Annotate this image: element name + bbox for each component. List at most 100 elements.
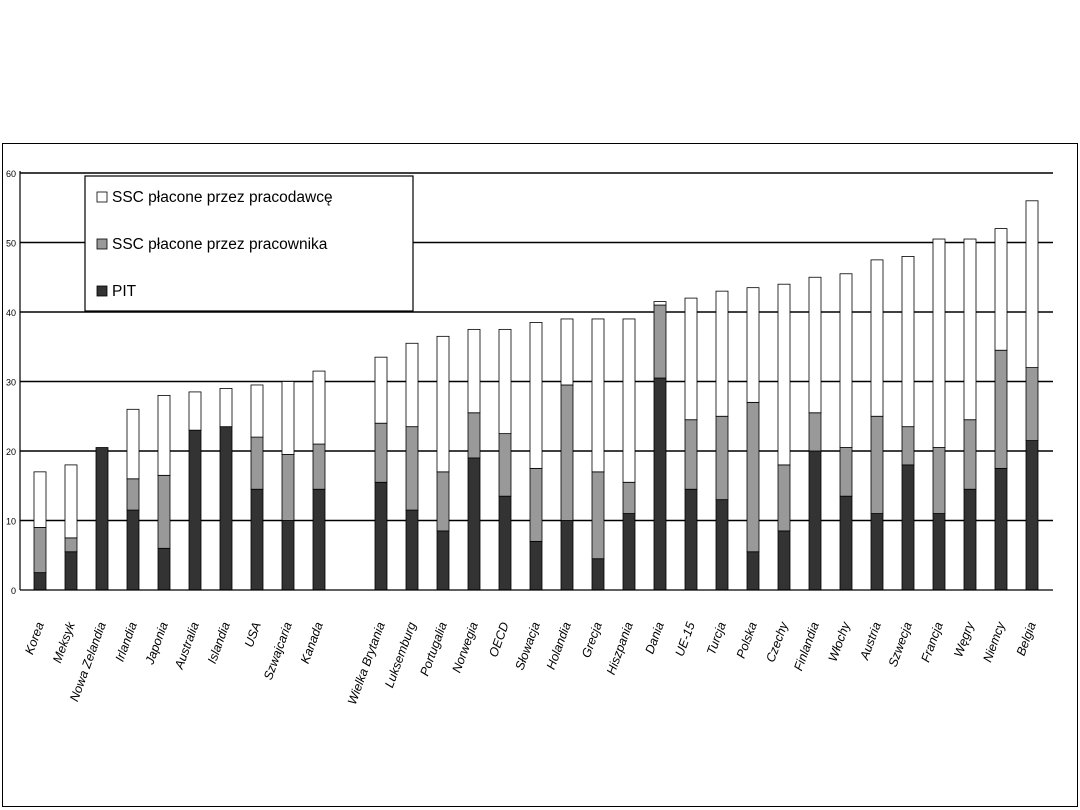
- x-tick-label: Wielka Brytania: [345, 620, 388, 706]
- bar-pit-2: [95, 447, 109, 591]
- bar-ssc-employee-30: [994, 349, 1008, 469]
- x-tick-label: Finlandia: [791, 620, 822, 673]
- x-tick-label: Irlandia: [113, 620, 140, 663]
- x-tick-label: OECD: [486, 620, 512, 659]
- bar-pit-7: [250, 488, 264, 591]
- bar-ssc-employee-9: [312, 443, 326, 490]
- x-tick-label: Japonia: [142, 620, 170, 667]
- bar-ssc-employer-27: [901, 256, 915, 428]
- bar-ssc-employer-21: [715, 290, 729, 417]
- bar-ssc-employee-31: [1025, 367, 1039, 441]
- x-tick-label: Francja: [918, 620, 945, 664]
- bar-pit-13: [467, 457, 481, 591]
- legend-box: [84, 175, 414, 312]
- bar-pit-18: [622, 513, 636, 591]
- bar-ssc-employer-26: [870, 259, 884, 417]
- x-tick-label: Niemcy: [980, 620, 1008, 665]
- bar-ssc-employer-31: [1025, 200, 1039, 369]
- bar-pit-22: [746, 551, 760, 591]
- bar-ssc-employer-12: [436, 335, 450, 473]
- bar-ssc-employee-12: [436, 471, 450, 532]
- y-tick-label: 50: [6, 239, 16, 249]
- x-tick-label: Czechy: [763, 620, 791, 665]
- bar-pit-3: [126, 509, 140, 591]
- bar-ssc-employer-20: [684, 297, 698, 421]
- bar-ssc-employee-16: [560, 384, 574, 521]
- legend: SSC płacone przez pracodawcę SSC płacone …: [84, 175, 414, 312]
- legend-item-employer-label: SSC płacone przez pracodawcę: [112, 189, 333, 206]
- x-tick-label: Islandia: [205, 620, 233, 665]
- bar-pit-19: [653, 377, 667, 591]
- x-tick-label: Polska: [734, 620, 760, 660]
- bar-pit-9: [312, 488, 326, 591]
- bar-ssc-employee-24: [808, 412, 822, 452]
- bar-ssc-employee-8: [281, 454, 295, 521]
- bar-ssc-employer-10: [374, 356, 388, 424]
- bar-ssc-employer-16: [560, 318, 574, 386]
- legend-item-pit-label: PIT: [112, 283, 137, 300]
- x-tick-label: Belgia: [1014, 620, 1039, 657]
- bar-ssc-employer-5: [188, 391, 202, 431]
- bar-pit-27: [901, 464, 915, 591]
- bar-pit-23: [777, 530, 791, 591]
- bar-ssc-employee-13: [467, 412, 481, 459]
- y-tick-label: 30: [6, 378, 16, 388]
- bar-ssc-employer-24: [808, 276, 822, 414]
- legend-item-pit-swatch: [96, 285, 108, 297]
- y-tick-label: 10: [6, 517, 16, 527]
- bar-ssc-employee-19: [653, 304, 667, 379]
- bar-pit-16: [560, 520, 574, 591]
- bar-pit-8: [281, 520, 295, 591]
- bar-ssc-employer-18: [622, 318, 636, 483]
- bars: [33, 200, 1039, 591]
- bar-pit-12: [436, 530, 450, 591]
- y-tick-label: 40: [6, 308, 16, 318]
- bar-ssc-employee-26: [870, 415, 884, 514]
- bar-pit-26: [870, 513, 884, 591]
- bar-ssc-employee-18: [622, 481, 636, 514]
- bar-pit-25: [839, 495, 853, 591]
- bar-ssc-employer-1: [64, 464, 78, 539]
- bar-ssc-employer-3: [126, 408, 140, 480]
- bar-pit-28: [932, 513, 946, 591]
- bar-ssc-employer-11: [405, 342, 419, 428]
- y-tick-label: 20: [6, 447, 16, 457]
- bar-pit-5: [188, 429, 202, 591]
- bar-ssc-employer-29: [963, 238, 977, 421]
- bar-ssc-employee-10: [374, 422, 388, 483]
- bar-ssc-employer-15: [529, 322, 543, 469]
- bar-ssc-employer-13: [467, 328, 481, 414]
- bar-ssc-employee-27: [901, 426, 915, 466]
- bar-pit-20: [684, 488, 698, 591]
- bar-ssc-employer-0: [33, 471, 47, 528]
- bar-pit-10: [374, 481, 388, 591]
- bar-ssc-employee-14: [498, 433, 512, 497]
- bar-ssc-employee-28: [932, 447, 946, 514]
- bar-pit-21: [715, 499, 729, 591]
- bar-ssc-employer-7: [250, 384, 264, 438]
- x-tick-label: Szwecja: [886, 620, 915, 669]
- x-tick-label: Luksemburg: [382, 620, 419, 689]
- bar-pit-1: [64, 551, 78, 591]
- bar-ssc-employee-22: [746, 401, 760, 553]
- bar-pit-17: [591, 558, 605, 591]
- x-tick-label: USA: [242, 620, 264, 649]
- bar-pit-24: [808, 450, 822, 591]
- x-tick-label: Szwajcaria: [261, 620, 295, 682]
- legend-item-employee-swatch: [96, 238, 108, 250]
- x-tick-label: Turcja: [704, 620, 729, 657]
- chart-frame: 0 10 20 30 40 50 60 Korea Meksyk Nowa Zelandia Irl…: [2, 143, 1078, 807]
- x-tick-label: Australia: [172, 620, 202, 671]
- x-tick-label: Meksyk: [50, 620, 78, 665]
- bar-ssc-employee-23: [777, 464, 791, 532]
- bar-ssc-employer-6: [219, 388, 233, 428]
- x-tick-label: Hiszpania: [604, 620, 636, 676]
- x-tick-label: Słowacja: [513, 620, 543, 672]
- bar-ssc-employer-22: [746, 287, 760, 403]
- bar-pit-30: [994, 467, 1008, 591]
- x-tick-label: Portugalia: [417, 620, 449, 678]
- bar-ssc-employee-3: [126, 478, 140, 511]
- bar-ssc-employer-4: [157, 394, 171, 476]
- legend-item-employee-label: SSC płacone przez pracownika: [112, 236, 328, 253]
- x-tick-label: Włochy: [826, 620, 853, 664]
